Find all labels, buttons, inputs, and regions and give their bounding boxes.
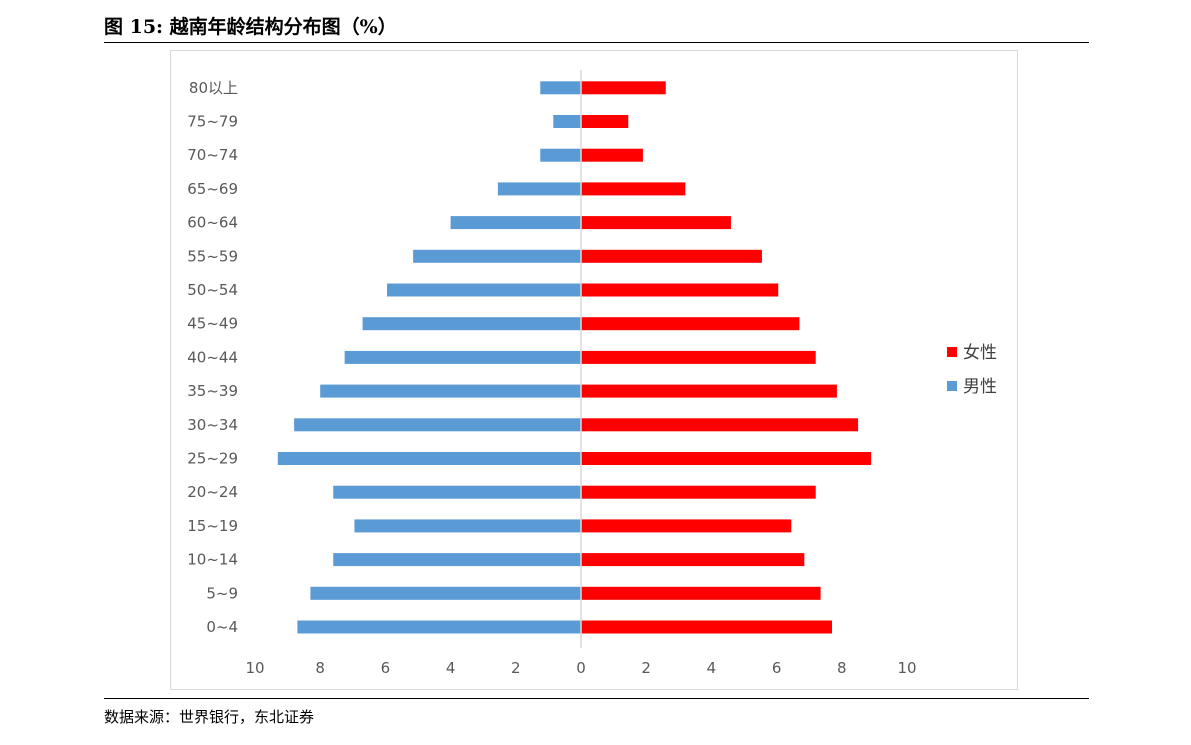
bar-female-16 (581, 81, 666, 95)
x-tick-label: 2 (641, 659, 651, 677)
bar-male-0 (297, 620, 581, 634)
bar-male-1 (310, 586, 581, 600)
figure-title: 图 15: 越南年龄结构分布图（%） (104, 16, 397, 38)
x-tick-label: 0 (576, 659, 586, 677)
x-tick-label: 6 (381, 659, 391, 677)
category-label: 80以上 (189, 79, 238, 97)
category-label: 65~69 (187, 180, 238, 198)
female-bars-group (581, 81, 872, 634)
bar-male-6 (294, 418, 581, 432)
bar-female-4 (581, 485, 816, 499)
bar-male-12 (450, 216, 581, 230)
category-label: 20~24 (187, 483, 238, 501)
bar-male-7 (320, 384, 581, 398)
bar-female-2 (581, 553, 805, 567)
x-tick-label: 4 (707, 659, 717, 677)
bar-male-10 (387, 283, 581, 297)
bar-female-11 (581, 249, 762, 263)
x-tick-label: 8 (837, 659, 847, 677)
category-label: 75~79 (187, 113, 238, 131)
bar-male-13 (497, 182, 581, 196)
category-label: 10~14 (187, 551, 238, 569)
legend-swatch-female (947, 347, 957, 357)
x-tick-label: 2 (511, 659, 521, 677)
category-label: 55~59 (187, 247, 238, 265)
category-label: 25~29 (187, 450, 238, 468)
legend: 女性 男性 (947, 343, 997, 397)
category-label: 30~34 (187, 416, 238, 434)
bar-male-16 (540, 81, 581, 95)
bar-female-13 (581, 182, 686, 196)
legend-swatch-male (947, 381, 957, 391)
source-note: 数据来源：世界银行，东北证券 (104, 708, 315, 726)
bar-female-14 (581, 148, 643, 162)
category-labels: 0~4 5~9 10~14 15~19 20~24 25~29 30~34 35~39 40~4… (187, 79, 238, 636)
bar-male-4 (333, 485, 581, 499)
x-tick-label: 4 (446, 659, 456, 677)
bar-female-9 (581, 317, 800, 331)
bar-male-2 (333, 553, 581, 567)
bar-female-8 (581, 350, 816, 364)
category-label: 5~9 (206, 584, 238, 602)
bar-male-11 (413, 249, 581, 263)
bar-female-12 (581, 216, 731, 230)
bar-male-8 (344, 350, 581, 364)
category-label: 50~54 (187, 281, 238, 299)
category-label: 0~4 (206, 618, 238, 636)
category-label: 70~74 (187, 146, 238, 164)
legend-label-male: 男性 (963, 377, 997, 397)
x-tick-label: 6 (772, 659, 782, 677)
title-rule (104, 42, 1089, 43)
category-label: 35~39 (187, 382, 238, 400)
x-tick-labels: 10 8 6 4 2 0 2 4 6 8 10 (245, 659, 916, 677)
male-bars-group (277, 81, 581, 634)
bar-male-14 (540, 148, 581, 162)
category-label: 45~49 (187, 315, 238, 333)
bar-male-15 (553, 115, 581, 128)
chart-frame (170, 50, 1018, 690)
source-rule (104, 698, 1089, 699)
x-tick-label: 8 (315, 659, 325, 677)
x-tick-label: 10 (897, 659, 916, 677)
bar-male-9 (362, 317, 581, 331)
bar-female-15 (581, 115, 629, 128)
legend-label-female: 女性 (963, 343, 997, 363)
bar-female-6 (581, 418, 859, 432)
bar-female-7 (581, 384, 837, 398)
category-label: 15~19 (187, 517, 238, 535)
bar-male-5 (277, 452, 581, 465)
bar-male-3 (354, 519, 581, 533)
category-label: 40~44 (187, 348, 238, 366)
bar-female-1 (581, 586, 821, 600)
x-tick-label: 10 (245, 659, 264, 677)
category-label: 60~64 (187, 214, 238, 232)
bar-female-3 (581, 519, 792, 533)
bar-female-5 (581, 452, 872, 465)
bar-female-10 (581, 283, 779, 297)
bar-female-0 (581, 620, 833, 634)
